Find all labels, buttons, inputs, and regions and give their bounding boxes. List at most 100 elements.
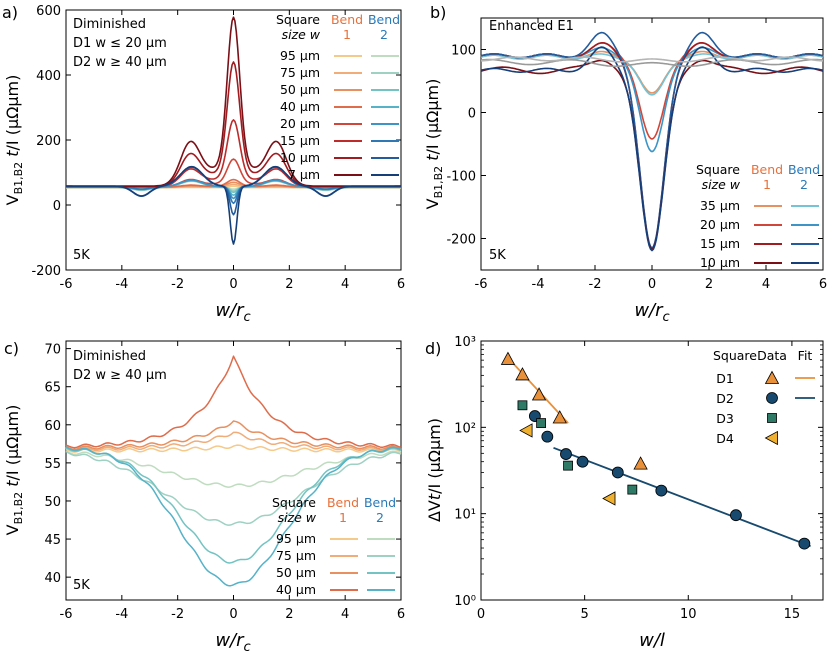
panel-b-ytick-label: -200	[446, 233, 476, 248]
panel-b-legend-square: Square	[696, 162, 740, 177]
panel-c-legend-bend2-num: 2	[376, 510, 384, 525]
panel-d-point-D2	[611, 466, 624, 479]
panel-b-series-gray-2	[481, 56, 823, 63]
panel-d-legend-marker-D1	[764, 370, 780, 384]
panel-c-legend-label: 50 μm	[276, 565, 316, 580]
panel-d-legend-marker-D4	[764, 430, 778, 446]
panel-b-xtick-label: -6	[475, 277, 488, 292]
panel-b-legend-label: 20 μm	[700, 217, 740, 232]
panel-a-ytick-label: 400	[36, 69, 61, 84]
panel-a-ytick-label: -200	[31, 264, 61, 279]
panel-c-series-bend1-0	[65, 444, 402, 453]
panel-b-series-bend1-2	[480, 42, 824, 250]
panel-b-series-bend1-3	[480, 59, 824, 250]
panel-b-temp: 5K	[489, 248, 506, 263]
panel-a-xtick-label: 0	[229, 277, 237, 292]
panel-d-point-D2	[798, 537, 811, 550]
panel-b-legend-label: 10 μm	[700, 255, 740, 270]
panel-b-xtick-label: 2	[705, 277, 713, 292]
panel-d-fit-D2	[553, 446, 811, 548]
panel-a-xlabel: w/rc	[215, 300, 250, 325]
panel-b-series-bend2-2	[480, 31, 824, 249]
panel-d-point-D3	[563, 460, 573, 471]
panel-c-legend-bend2-title: Bend	[364, 495, 396, 510]
panel-d-fit-D1	[505, 354, 569, 424]
panel-d-legend-marker-D2	[766, 392, 778, 404]
panel-d-ytick-label: 10⁰	[454, 594, 476, 609]
panel-b-xtick-label: 4	[762, 277, 770, 292]
panel-d-point-D2	[560, 448, 572, 460]
panel-d-xtick-label: 10	[680, 607, 697, 622]
panel-d-legend-label-D4: D4	[716, 431, 734, 446]
panel-c-legend-bend1-num: 1	[339, 510, 347, 525]
panel-c-legend-label: 75 μm	[276, 548, 316, 563]
panel-c-series-bend2-2	[65, 447, 402, 564]
panel-d-legend-data: Data	[757, 348, 787, 363]
panel-d-legend-label-D1: D1	[716, 371, 734, 386]
panel-a-ytick-label: 0	[53, 199, 61, 214]
panel-b-ytick-label: 100	[451, 44, 476, 59]
panel-d-ytick-label: 10³	[454, 335, 476, 350]
panel-a-legend-bend1-title: Bend	[331, 12, 363, 27]
panel-a-legend-label: 95 μm	[280, 48, 320, 63]
panel-a-xtick-label: 6	[397, 277, 405, 292]
panel-a-legend-square: Square	[276, 12, 320, 27]
panel-d-legend-label-D3: D3	[716, 411, 734, 426]
panel-b-legend-label: 35 μm	[700, 198, 740, 213]
panel-b-ytick-label: -100	[446, 170, 476, 185]
panel-c-note-title: Diminished	[73, 349, 146, 364]
panel-c-temp: 5K	[73, 578, 90, 593]
panel-c-xtick-label: 6	[397, 607, 405, 622]
panel-b-note-title: Enhanced E1	[489, 19, 574, 34]
panel-c-ylabel: VB1,B2 t/I (μΩμm)	[3, 405, 25, 536]
panel-c-legend-size: size w	[278, 510, 317, 525]
panel-c-ytick-label: 40	[44, 571, 61, 586]
panel-c-ytick-label: 65	[44, 381, 61, 396]
panel-a-xtick-label: -4	[115, 277, 128, 292]
panel-c-legend-label: 40 μm	[276, 582, 316, 597]
panel-a-xtick-label: -6	[60, 277, 73, 292]
panel-a-note-line1: D1 w ≤ 20 μm	[73, 36, 167, 51]
panel-b-series-bend2-3	[480, 46, 824, 252]
panel-c-ytick-label: 60	[44, 419, 61, 434]
panel-d-point-D1	[515, 367, 530, 381]
panel-d-point-D3	[517, 400, 528, 411]
panel-b-legend-bend2-title: Bend	[788, 162, 820, 177]
panel-c-ytick-label: 70	[44, 343, 61, 358]
panel-d-xtick-label: 5	[580, 607, 588, 622]
panel-a-legend-size: size w	[282, 27, 321, 42]
panel-b-letter: b)	[430, 3, 446, 22]
panel-d-legend-label-D2: D2	[716, 391, 734, 406]
panel-c-note-line1: D2 w ≥ 40 μm	[73, 368, 167, 383]
panel-a-series-bend1-5	[66, 119, 401, 188]
panel-d-legend-square: Square	[713, 348, 757, 363]
panel-d-point-D2	[541, 430, 554, 443]
panel-c-legend-square: Square	[272, 495, 316, 510]
panel-c-legend-label: 95 μm	[276, 531, 316, 546]
panel-d-point-D4	[602, 491, 616, 506]
panel-d-xtick-label: 0	[477, 607, 485, 622]
panel-b-legend-bend1-title: Bend	[751, 162, 783, 177]
panel-c-series-bend1-3	[65, 355, 402, 449]
panel-d-frame	[480, 340, 824, 601]
panel-c-xtick-label: 4	[341, 607, 349, 622]
panel-a-note-title: Diminished	[73, 17, 146, 32]
panel-a-ytick-label: 200	[36, 134, 61, 149]
panel-d-legend-fit: Fit	[798, 348, 813, 363]
panel-d-point-D3	[536, 418, 547, 428]
panel-c-series-bend1-2	[65, 420, 402, 451]
panel-b-legend-bend1-num: 1	[763, 177, 771, 192]
panel-c-xtick-label: -2	[171, 607, 184, 622]
panel-a-legend-label: 15 μm	[280, 133, 320, 148]
panel-d-ytick-label: 10¹	[454, 508, 476, 523]
panel-a-note-line2: D2 w ≥ 40 μm	[73, 55, 167, 70]
panel-c-xtick-label: 2	[285, 607, 293, 622]
panel-c-series-bend2-1	[65, 450, 402, 526]
panel-a-legend-label: 40 μm	[280, 99, 320, 114]
panel-d-point-D4	[519, 423, 533, 438]
panel-a-ylabel: VB1,B2 t/I (μΩμm)	[3, 75, 25, 206]
panel-c-series-bend1-1	[65, 431, 402, 452]
panel-d-point-D1	[633, 456, 648, 470]
